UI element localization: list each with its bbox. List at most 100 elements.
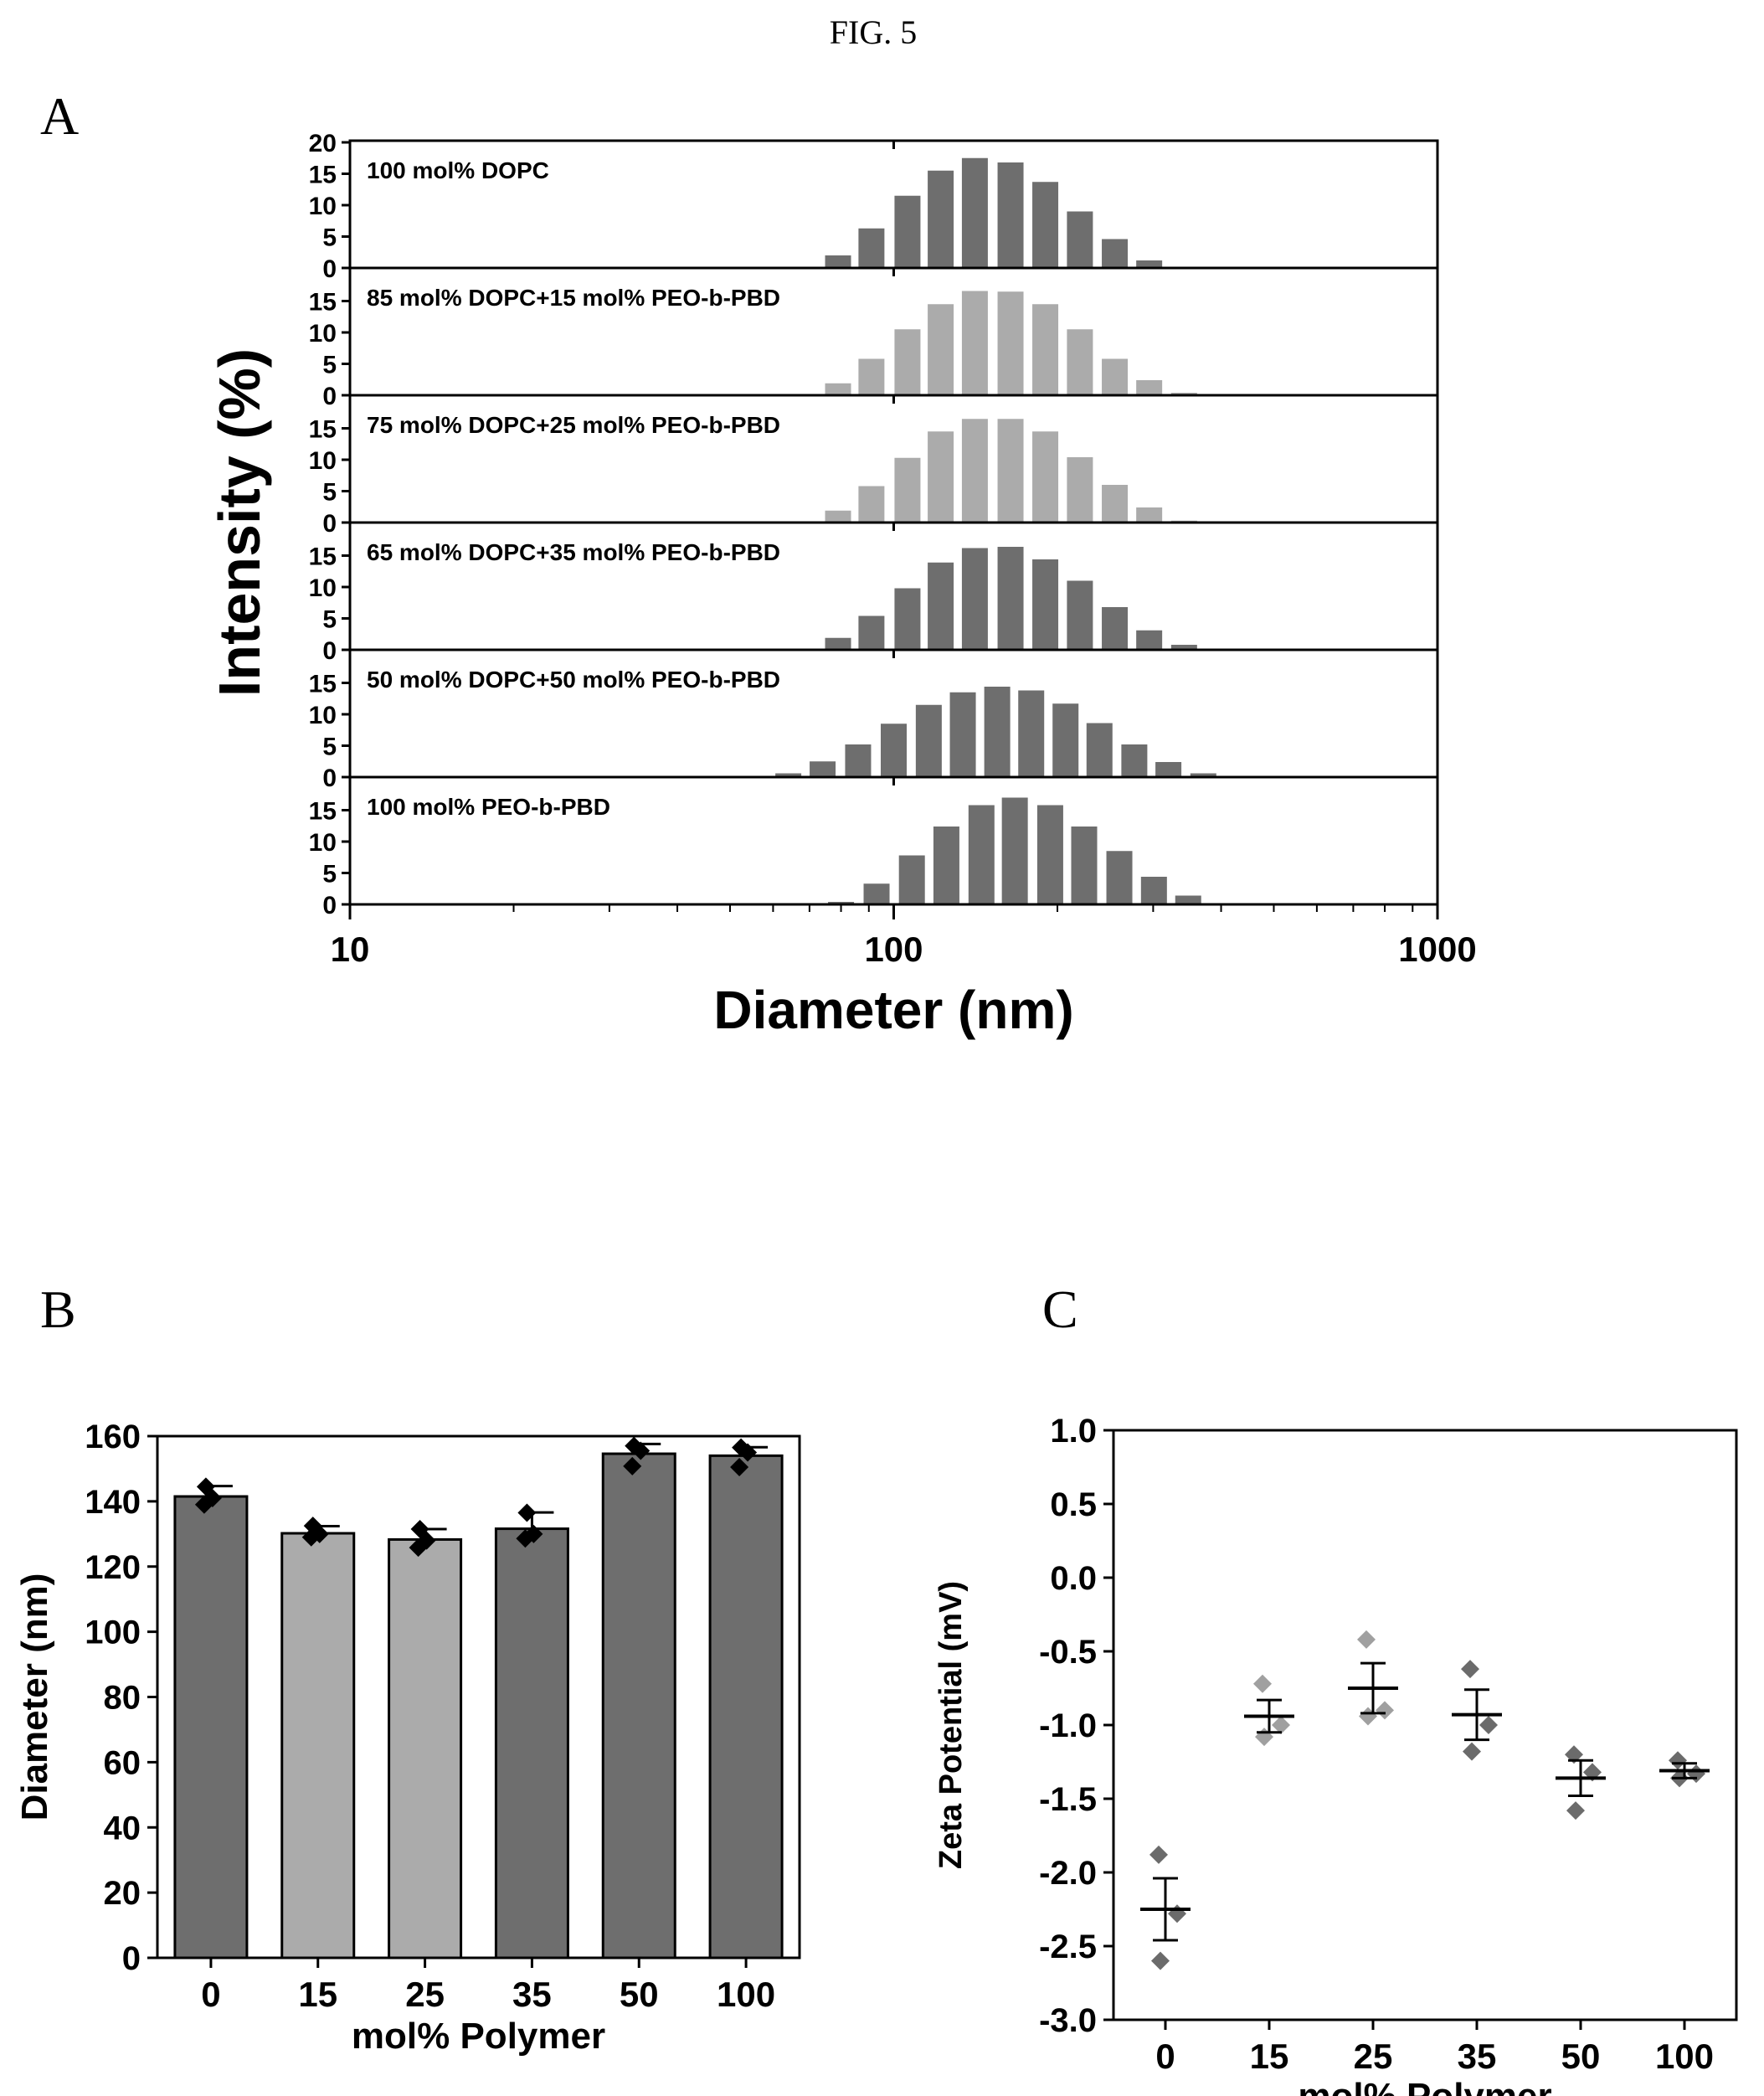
panel-c-zeta-chart: 1.0 0.5 0.0 -0.5 -1.0 -1.5 -2.0 -2.5 -3.0 0 15 25 35…	[933, 1413, 1738, 2096]
histogram-bar	[894, 588, 921, 650]
y-tick-label: 5	[322, 734, 337, 761]
histogram-bar	[1067, 211, 1093, 268]
replicate-point	[1669, 1751, 1687, 1770]
replicate-point	[730, 1457, 749, 1476]
y-tick-label: -2.0	[1039, 1855, 1097, 1892]
histogram-bar	[858, 486, 885, 523]
replicate-point	[1151, 1951, 1170, 1970]
y-tick-label: 20	[309, 130, 337, 157]
y-tick-label: 15	[309, 289, 337, 317]
histogram-bar	[1155, 762, 1182, 777]
x-tick-label: 35	[512, 1975, 552, 2014]
replicate-point	[1463, 1742, 1481, 1761]
histogram-bar	[825, 255, 851, 268]
y-tick-label: 15	[309, 162, 337, 189]
diameter-bar	[280, 1532, 356, 1960]
histogram-bar	[1140, 877, 1167, 904]
histogram-bar	[858, 615, 885, 650]
histogram-bar	[1032, 304, 1059, 395]
replicate-point	[1253, 1674, 1272, 1693]
histogram-bar	[810, 761, 836, 777]
histogram-bar	[1032, 182, 1059, 268]
y-tick-label: 5	[322, 479, 337, 507]
y-tick-label: 0	[322, 892, 337, 919]
histogram-bar	[1032, 431, 1059, 523]
y-tick-label: 60	[104, 1744, 141, 1781]
histogram-bar	[1052, 703, 1079, 777]
histogram-bar	[984, 687, 1011, 777]
histogram-bar	[1102, 485, 1129, 523]
histogram-bar	[961, 157, 988, 268]
histogram-bar	[1170, 645, 1197, 650]
x-tick-label: 15	[298, 1975, 337, 2014]
histogram-bar	[928, 562, 954, 650]
histogram-bar	[1136, 380, 1163, 395]
diameter-bar	[494, 1527, 569, 1960]
histogram-bar	[997, 291, 1024, 395]
x-tick-label: 10	[331, 930, 370, 969]
histogram-bar	[881, 724, 907, 777]
x-tick-label: 25	[1354, 2037, 1393, 2076]
replicate-point	[738, 1443, 758, 1462]
y-tick-label: 120	[85, 1549, 141, 1586]
plot-frame	[1112, 1429, 1738, 2021]
subplot-label: 85 mol% DOPC+15 mol% PEO-b-PBD	[367, 285, 780, 311]
replicate-point	[1255, 1728, 1273, 1747]
subplot-label: 100 mol% DOPC	[367, 157, 549, 183]
y-tick-label: 0	[322, 383, 337, 410]
histogram-bar	[949, 692, 976, 777]
y-tick-label: 140	[85, 1484, 141, 1521]
histogram-bar	[968, 805, 995, 904]
x-axis-label: Diameter (nm)	[713, 980, 1073, 1040]
y-tick-label: 40	[104, 1810, 141, 1846]
y-tick-label: 10	[309, 829, 337, 857]
y-tick-label: 0	[322, 765, 337, 792]
histogram-bar	[1136, 630, 1163, 650]
histogram-bar	[825, 383, 851, 395]
subplot-label: 65 mol% DOPC+35 mol% PEO-b-PBD	[367, 539, 780, 565]
x-tick-label: 50	[1561, 2037, 1601, 2076]
x-tick-label: 100	[864, 930, 923, 969]
histogram-bar	[894, 195, 921, 268]
histogram-bar	[1136, 507, 1163, 523]
y-tick-label: -1.5	[1039, 1781, 1097, 1818]
y-tick-label: 0.5	[1050, 1486, 1097, 1523]
replicate-point	[1357, 1630, 1376, 1649]
histogram-bar	[858, 228, 885, 268]
histogram-bar	[961, 548, 988, 650]
replicate-point	[1376, 1701, 1394, 1720]
y-tick-label: 15	[309, 416, 337, 444]
replicate-point	[1566, 1801, 1585, 1820]
y-tick-label: 15	[309, 543, 337, 571]
x-tick-label: 1000	[1398, 930, 1476, 969]
diameter-bar	[173, 1495, 249, 1960]
replicate-point	[1461, 1660, 1479, 1679]
y-tick-label: 10	[309, 702, 337, 729]
y-tick-label: 160	[85, 1419, 141, 1455]
y-tick-label: -2.5	[1039, 1929, 1097, 1965]
histogram-bar	[1106, 851, 1133, 904]
y-tick-label: -0.5	[1039, 1634, 1097, 1671]
y-tick-label: 10	[309, 447, 337, 475]
replicate-point	[1479, 1716, 1498, 1734]
histogram-bar	[1018, 690, 1045, 777]
panel-a-letter: A	[40, 86, 79, 146]
diameter-bar	[708, 1454, 784, 1960]
replicate-point	[1359, 1707, 1377, 1726]
replicate-point	[1149, 1845, 1168, 1864]
x-tick-label: 25	[405, 1975, 445, 2014]
histogram-bar	[1032, 559, 1059, 650]
y-axis-label: Intensity (%)	[207, 348, 272, 697]
histogram-bar	[961, 419, 988, 523]
histogram-bar	[825, 637, 851, 650]
panel-a-size-distribution: 0 5 10 15 20 100 mol% DOPC 0 5 10 15 85 mol% DOPC+…	[207, 130, 1477, 1040]
y-tick-label: 0	[322, 255, 337, 283]
y-tick-label: 15	[309, 671, 337, 698]
histogram-bar	[894, 329, 921, 395]
y-tick-label: -3.0	[1039, 2002, 1097, 2039]
x-tick-label: 15	[1250, 2037, 1289, 2076]
x-tick-label: 100	[1655, 2037, 1714, 2076]
histogram-bar	[1067, 329, 1093, 395]
replicate-point	[1687, 1764, 1705, 1784]
